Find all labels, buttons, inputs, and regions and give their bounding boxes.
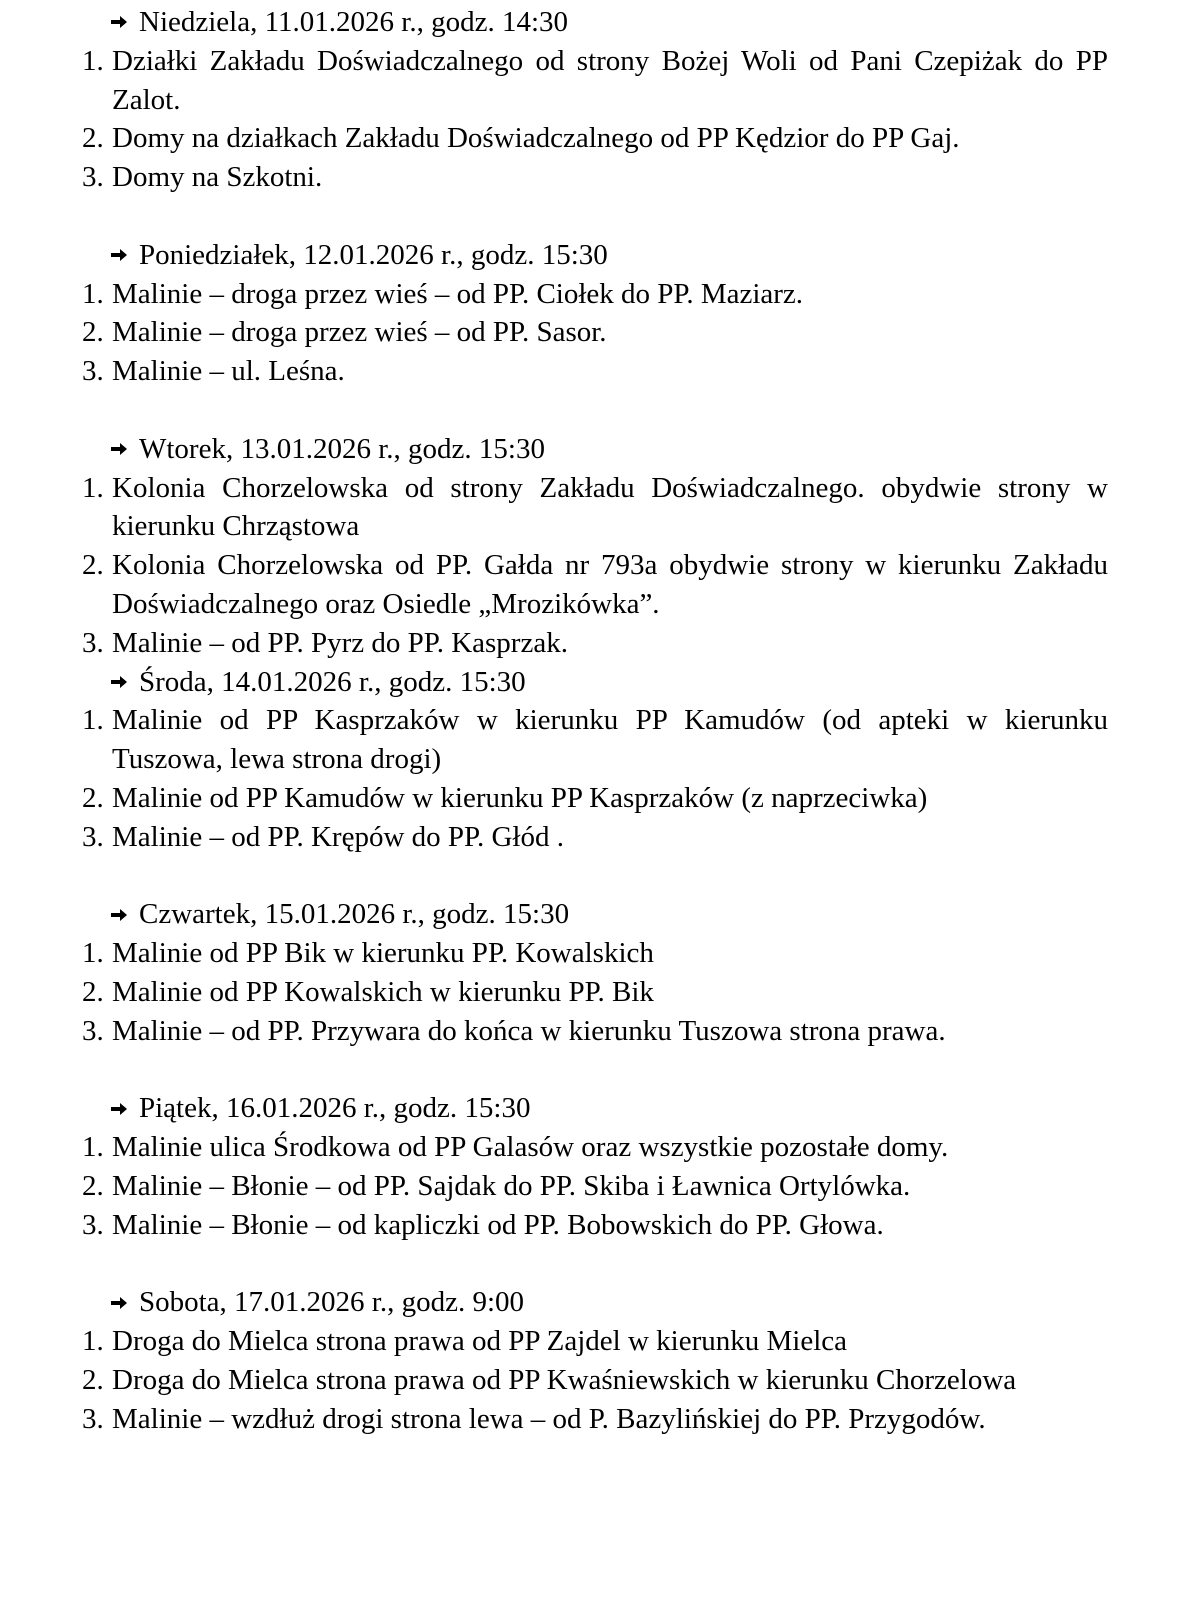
list-item-text: Malinie – Błonie – od PP. Sajdak do PP. … xyxy=(112,1169,911,1202)
section-heading-text: Niedziela, 11.01.2026 r., godz. 14:30 xyxy=(139,6,569,38)
list-item-number: 3. xyxy=(82,355,104,388)
section-heading-text: Czwartek, 15.01.2026 r., godz. 15:30 xyxy=(139,898,570,931)
list-item-number: 3. xyxy=(82,1402,104,1435)
section-heading-text: Sobota, 17.01.2026 r., godz. 9:00 xyxy=(139,1286,525,1319)
list-item: 1. Droga do Mielca strona prawa od PP Zaj… xyxy=(0,1322,1190,1361)
list-item-text: Malinie ulica Środkowa od PP Galasów ora… xyxy=(112,1131,949,1164)
list-item-number: 1. xyxy=(82,44,104,77)
arrow-right-icon xyxy=(111,249,127,262)
list-item: 3. Malinie – od PP. Pyrz do PP. Kasprzak. xyxy=(0,624,1190,663)
list-item-number: 3. xyxy=(82,626,104,659)
list-item-text: Malinie od PP Kamudów w kierunku PP Kasp… xyxy=(112,781,928,814)
list-item: 2. Droga do Mielca strona prawa od PP Kwa… xyxy=(0,1361,1190,1400)
blank-line xyxy=(0,1051,1190,1090)
list-item-text: Malinie – ul. Leśna. xyxy=(112,355,345,388)
list-item-text: Malinie – od PP. Pyrz do PP. Kasprzak. xyxy=(112,626,568,659)
list-item-number: 2. xyxy=(82,1169,104,1202)
section-heading: Piątek, 16.01.2026 r., godz. 15:30 xyxy=(0,1089,1190,1128)
section-heading-text: Poniedziałek, 12.01.2026 r., godz. 15:30 xyxy=(139,238,608,271)
blank-line xyxy=(0,1245,1190,1284)
list-item-text: Domy na Szkotni. xyxy=(112,161,323,194)
list-item: 2. Malinie od PP Kamudów w kierunku PP Ka… xyxy=(0,779,1190,818)
list-item: 1. Malinie od PP Kasprzaków w kierunku PP… xyxy=(0,701,1190,779)
list-item-number: 3. xyxy=(82,1208,104,1241)
list-item: 1. Kolonia Chorzelowska od strony Zakładu… xyxy=(0,469,1190,547)
section-heading: Środa, 14.01.2026 r., godz. 15:30 xyxy=(0,663,1190,702)
list-item-text: Kolonia Chorzelowska od strony Zakładu D… xyxy=(112,471,1108,543)
arrow-right-icon xyxy=(111,675,127,688)
list-item: 3. Malinie – od PP. Przywara do końca w k… xyxy=(0,1012,1190,1051)
section-heading: Sobota, 17.01.2026 r., godz. 9:00 xyxy=(0,1283,1190,1322)
list-item-number: 3. xyxy=(82,161,104,194)
arrow-right-icon xyxy=(111,1102,127,1115)
schedule-section: Czwartek, 15.01.2026 r., godz. 15:30 1. Ma… xyxy=(0,895,1190,1089)
arrow-right-icon xyxy=(111,1296,127,1309)
list-item-text: Malinie – wzdłuż drogi strona lewa – od … xyxy=(112,1402,986,1435)
list-item-number: 1. xyxy=(82,704,104,737)
list-item-text: Malinie od PP Bik w kierunku PP. Kowalsk… xyxy=(112,937,654,970)
section-heading: Niedziela, 11.01.2026 r., godz. 14:30 xyxy=(0,3,1190,42)
schedule-section: Niedziela, 11.01.2026 r., godz. 14:30 1. D… xyxy=(0,3,1190,236)
blank-line xyxy=(0,857,1190,896)
schedule-section: Wtorek, 13.01.2026 r., godz. 15:30 1. Kolo… xyxy=(0,430,1190,663)
list-item: 2. Malinie – Błonie – od PP. Sajdak do PP… xyxy=(0,1167,1190,1206)
list-item-text: Malinie – Błonie – od kapliczki od PP. B… xyxy=(112,1208,884,1241)
document: Niedziela, 11.01.2026 r., godz. 14:30 1. D… xyxy=(0,3,1190,1438)
list-item: 2. Domy na działkach Zakładu Doświadczaln… xyxy=(0,119,1190,158)
list-item: 3. Malinie – od PP. Krępów do PP. Głód . xyxy=(0,818,1190,857)
list-item-number: 2. xyxy=(82,1363,104,1396)
list-item: 1. Malinie od PP Bik w kierunku PP. Kowal… xyxy=(0,934,1190,973)
blank-line xyxy=(0,391,1190,430)
list-item-number: 2. xyxy=(82,781,104,814)
list-item-number: 2. xyxy=(82,549,104,582)
blank-line xyxy=(0,197,1190,236)
arrow-right-icon xyxy=(111,908,127,921)
arrow-right-icon xyxy=(111,16,127,29)
schedule-section: Piątek, 16.01.2026 r., godz. 15:30 1. Mali… xyxy=(0,1089,1190,1283)
list-item: 3. Malinie – Błonie – od kapliczki od PP.… xyxy=(0,1206,1190,1245)
schedule-section: Środa, 14.01.2026 r., godz. 15:30 1. Malin… xyxy=(0,663,1190,896)
list-item-text: Malinie – od PP. Krępów do PP. Głód . xyxy=(112,820,564,853)
section-heading-text: Wtorek, 13.01.2026 r., godz. 15:30 xyxy=(139,432,545,465)
schedule-section: Sobota, 17.01.2026 r., godz. 9:00 1. Droga… xyxy=(0,1283,1190,1438)
list-item-text: Domy na działkach Zakładu Doświadczalneg… xyxy=(112,122,960,155)
list-item-number: 1. xyxy=(82,937,104,970)
list-item-text: Malinie – od PP. Przywara do końca w kie… xyxy=(112,1014,946,1047)
list-item-number: 2. xyxy=(82,316,104,349)
list-item: 1. Malinie – droga przez wieś – od PP. Ci… xyxy=(0,275,1190,314)
list-item: 3. Malinie – wzdłuż drogi strona lewa – o… xyxy=(0,1400,1190,1439)
section-heading-text: Środa, 14.01.2026 r., godz. 15:30 xyxy=(139,665,526,698)
list-item-text: Malinie – droga przez wieś – od PP. Saso… xyxy=(112,316,607,349)
section-heading-text: Piątek, 16.01.2026 r., godz. 15:30 xyxy=(139,1092,531,1125)
list-item: 1. Malinie ulica Środkowa od PP Galasów o… xyxy=(0,1128,1190,1167)
list-item-number: 1. xyxy=(82,471,104,504)
list-item-number: 2. xyxy=(82,975,104,1008)
list-item-text: Malinie – droga przez wieś – od PP. Cioł… xyxy=(112,277,804,310)
list-item-text: Działki Zakładu Doświadczalnego od stron… xyxy=(112,44,1108,116)
list-item-number: 1. xyxy=(82,1325,104,1358)
list-item: 2. Malinie – droga przez wieś – od PP. Sa… xyxy=(0,313,1190,352)
list-item-text: Droga do Mielca strona prawa od PP Zajde… xyxy=(112,1325,847,1358)
list-item-text: Kolonia Chorzelowska od PP. Gałda nr 793… xyxy=(112,549,1108,620)
arrow-right-icon xyxy=(111,443,127,456)
section-heading: Poniedziałek, 12.01.2026 r., godz. 15:30 xyxy=(0,236,1190,275)
list-item: 2. Malinie od PP Kowalskich w kierunku PP… xyxy=(0,973,1190,1012)
list-item: 3. Malinie – ul. Leśna. xyxy=(0,352,1190,391)
list-item: 2. Kolonia Chorzelowska od PP. Gałda nr 7… xyxy=(0,546,1190,624)
schedule-section: Poniedziałek, 12.01.2026 r., godz. 15:30… xyxy=(0,236,1190,430)
list-item-number: 1. xyxy=(82,277,104,310)
list-item-number: 1. xyxy=(82,1131,104,1164)
list-item: 1. Działki Zakładu Doświadczalnego od str… xyxy=(0,42,1190,120)
list-item-text: Malinie od PP Kasprzaków w kierunku PP K… xyxy=(112,704,1108,776)
list-item-number: 3. xyxy=(82,820,104,853)
list-item-number: 3. xyxy=(82,1014,104,1047)
list-item-text: Droga do Mielca strona prawa od PP Kwaśn… xyxy=(112,1363,1017,1396)
section-heading: Czwartek, 15.01.2026 r., godz. 15:30 xyxy=(0,895,1190,934)
list-item: 3. Domy na Szkotni. xyxy=(0,158,1190,197)
list-item-text: Malinie od PP Kowalskich w kierunku PP. … xyxy=(112,975,654,1008)
list-item-number: 2. xyxy=(82,122,104,155)
section-heading: Wtorek, 13.01.2026 r., godz. 15:30 xyxy=(0,430,1190,469)
